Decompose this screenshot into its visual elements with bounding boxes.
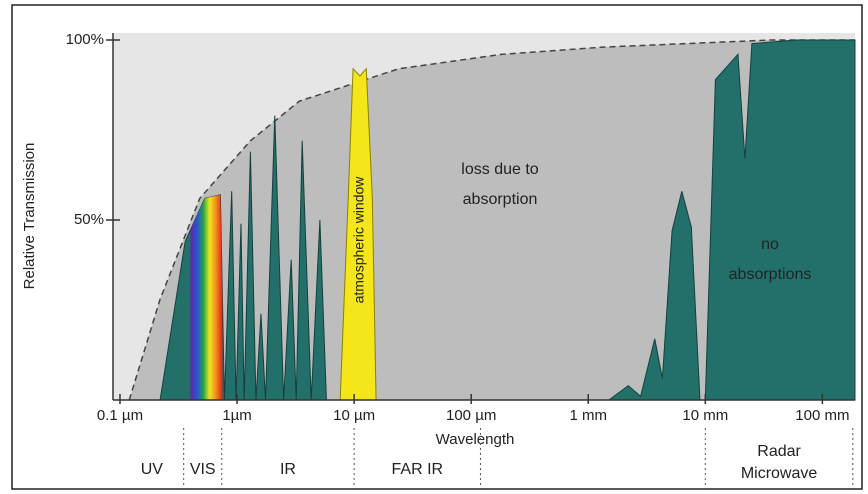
annotation: no bbox=[761, 236, 779, 253]
annotation: absorptions bbox=[729, 266, 812, 283]
x-tick-label: 1 mm bbox=[569, 407, 607, 424]
window-annotation: atmospheric window bbox=[351, 176, 367, 304]
y-tick-label: 100% bbox=[66, 31, 104, 48]
y-axis-label: Relative Transmission bbox=[21, 143, 38, 290]
band-label: Microwave bbox=[741, 465, 818, 482]
band-label: UV bbox=[141, 461, 164, 478]
x-axis-label: Wavelength bbox=[436, 431, 515, 448]
envelope-line bbox=[128, 39, 855, 401]
annotation: absorption bbox=[463, 191, 538, 208]
band-label: VIS bbox=[190, 461, 216, 478]
outer-border bbox=[11, 4, 863, 490]
x-tick-label: 10 mm bbox=[682, 407, 728, 424]
x-tick-label: 10 µm bbox=[333, 407, 375, 424]
band-label: Radar bbox=[757, 443, 801, 460]
window-area bbox=[339, 67, 377, 401]
band-label: FAR IR bbox=[392, 461, 444, 478]
x-tick-label: 100 µm bbox=[446, 407, 496, 424]
band-label: IR bbox=[280, 461, 296, 478]
x-tick-label: 100 mm bbox=[795, 407, 849, 424]
annotation: loss due to bbox=[461, 161, 538, 178]
y-tick-label: 50% bbox=[74, 211, 104, 228]
transmission-area bbox=[159, 39, 856, 401]
x-tick-label: 1µm bbox=[222, 407, 251, 424]
x-tick-label: 0.1 µm bbox=[97, 407, 143, 424]
